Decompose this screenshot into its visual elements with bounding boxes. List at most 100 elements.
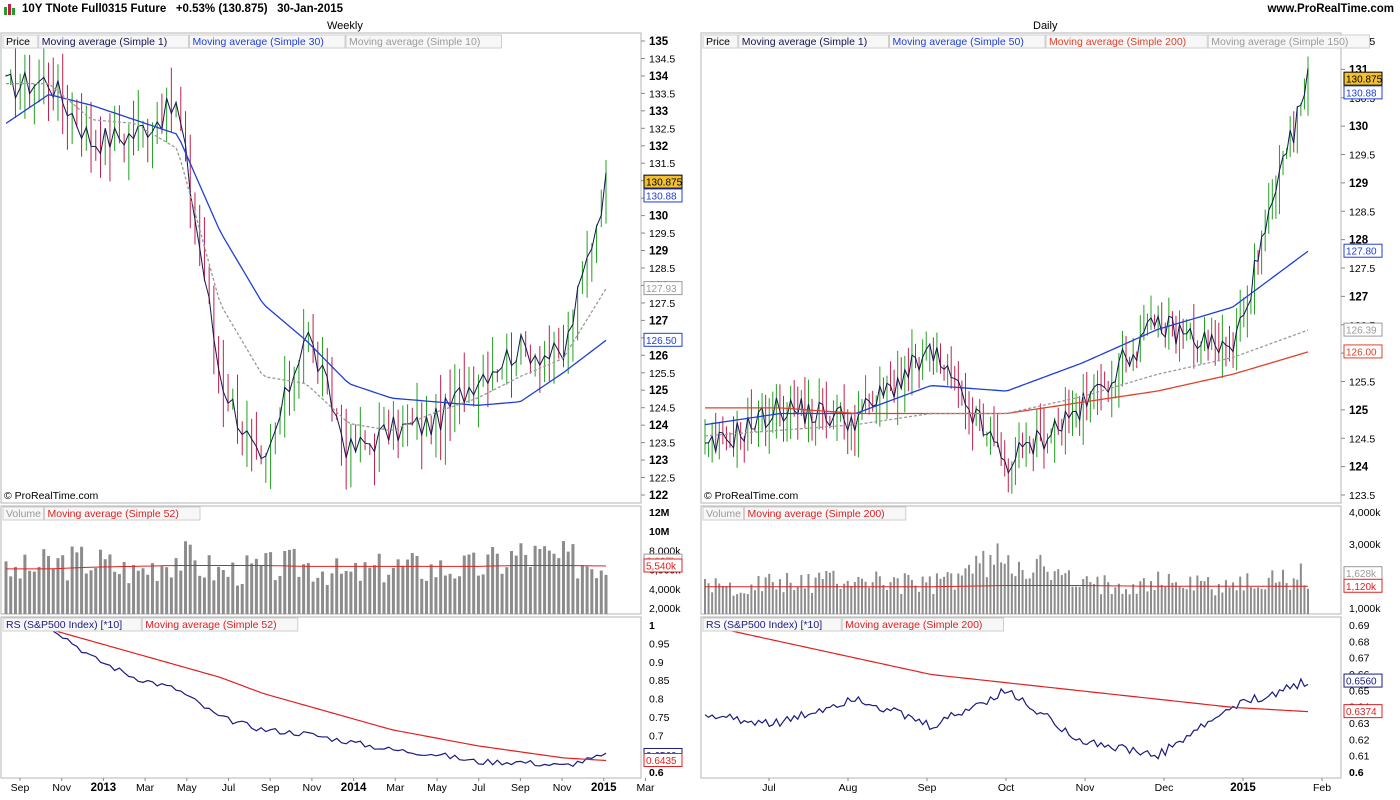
x-tick-label: Mar	[386, 782, 405, 794]
price-tick-label: 124	[649, 420, 669, 432]
volume-bar	[1121, 593, 1124, 614]
volume-tick-label: 12M	[649, 507, 670, 519]
volume-bar	[382, 582, 386, 614]
price-ma-line	[704, 68, 1309, 475]
volume-bar	[878, 576, 881, 614]
volume-bar	[420, 578, 424, 614]
price-tick-label: 135	[649, 36, 669, 48]
volume-bar	[1110, 594, 1113, 614]
volume-bar	[1096, 576, 1099, 614]
price-tick-label: 127	[649, 315, 668, 327]
rs-tag-box	[643, 752, 683, 767]
volume-bar	[968, 564, 971, 614]
rs-tick-label: 0.63	[1349, 718, 1370, 730]
volume-bar	[746, 594, 749, 614]
x-tick-label: Nov	[52, 782, 71, 794]
volume-bar	[141, 568, 145, 614]
volume-bar	[918, 591, 921, 614]
volume-bar	[1242, 590, 1245, 614]
volume-bar	[707, 583, 710, 614]
daily-chart-panel[interactable]: 131.5131130.5130129.5129128.5128127.5127…	[700, 0, 1400, 800]
price-legend-item: Moving average (Simple 1)	[742, 36, 867, 48]
volume-bar	[302, 564, 306, 614]
volume-bar	[325, 585, 329, 614]
volume-bar	[1060, 575, 1063, 614]
volume-bar	[415, 555, 419, 614]
volume-bar	[264, 553, 268, 614]
volume-bar	[950, 573, 953, 614]
x-tick-label: 2015	[591, 782, 617, 794]
volume-tick-label: 1,000k	[1349, 603, 1381, 615]
price-tick-label: 131.5	[649, 158, 675, 170]
volume-bar	[1257, 587, 1260, 614]
price-legend-box	[1207, 34, 1370, 49]
x-tick-label: Sep	[261, 782, 280, 794]
volume-bar	[150, 563, 154, 614]
volume-bar	[1153, 590, 1156, 614]
x-tick-label: Jul	[472, 782, 485, 794]
price-legend-box	[189, 34, 346, 49]
rs-legend-item: RS (S&P500 Index) [*10]	[706, 619, 822, 631]
site-link[interactable]: www.ProRealTime.com	[1267, 3, 1394, 15]
volume-bar	[84, 573, 88, 614]
volume-bar	[363, 562, 367, 614]
volume-bar	[782, 592, 785, 614]
volume-bar	[946, 572, 949, 614]
volume-tick-label: 10M	[649, 526, 670, 538]
pane-frame	[700, 505, 1342, 615]
x-tick-label: 2013	[91, 782, 117, 794]
volume-bar	[1128, 594, 1131, 614]
weekly-chart-panel[interactable]: 135134.5134133.5133132.5132131.5131130.5…	[0, 0, 700, 800]
volume-bar	[1303, 585, 1306, 614]
volume-bar	[868, 587, 871, 614]
volume-bar	[1271, 570, 1274, 614]
x-tick-label: Nov	[303, 782, 322, 794]
volume-bar	[1150, 581, 1153, 614]
volume-bar	[557, 558, 561, 614]
volume-bar	[1192, 590, 1195, 614]
price-tag-box	[1343, 322, 1383, 337]
rs-legend-box	[841, 617, 1004, 632]
volume-bar	[850, 585, 853, 614]
volume-bar	[580, 565, 584, 614]
volume-bar	[875, 571, 878, 614]
volume-bar	[1253, 588, 1256, 614]
volume-bar	[358, 580, 362, 614]
volume-bar	[982, 550, 985, 614]
volume-bar	[757, 576, 760, 614]
rs-tick-label: 0.61	[1349, 751, 1370, 763]
volume-bar	[406, 559, 410, 614]
volume-bar	[1249, 587, 1252, 614]
volume-tag-box	[643, 558, 683, 573]
volume-bar	[725, 585, 728, 614]
volume-tag: 1,120k	[1346, 582, 1377, 593]
volume-bar	[250, 563, 254, 614]
rs-line	[5, 623, 607, 768]
volume-bar	[910, 580, 913, 614]
price-change: +0.53% (130.875)	[175, 3, 268, 15]
volume-bar	[935, 573, 938, 614]
volume-bar	[811, 592, 814, 614]
volume-ma-line	[6, 564, 607, 570]
x-tick-label: Oct	[998, 782, 1014, 794]
volume-bar	[1292, 578, 1295, 614]
volume-bar	[80, 546, 84, 614]
volume-bar	[1071, 586, 1074, 614]
pane-frame	[700, 616, 1342, 779]
volume-bar	[543, 546, 547, 614]
volume-bar	[207, 555, 211, 614]
volume-bar	[217, 566, 221, 614]
volume-bar	[599, 570, 603, 614]
volume-bar	[1057, 569, 1060, 614]
volume-bar	[1307, 588, 1309, 614]
rs-tick-label: 0.6	[1349, 767, 1364, 779]
volume-legend-item: Moving average (Simple 52)	[48, 508, 179, 520]
volume-bar	[108, 554, 112, 614]
volume-bar	[528, 566, 532, 614]
volume-bar	[818, 572, 821, 614]
volume-bar	[429, 564, 433, 614]
volume-bar	[547, 550, 551, 614]
volume-bar	[18, 578, 22, 614]
volume-legend-box	[702, 506, 744, 521]
price-tag: 126.50	[646, 336, 677, 347]
